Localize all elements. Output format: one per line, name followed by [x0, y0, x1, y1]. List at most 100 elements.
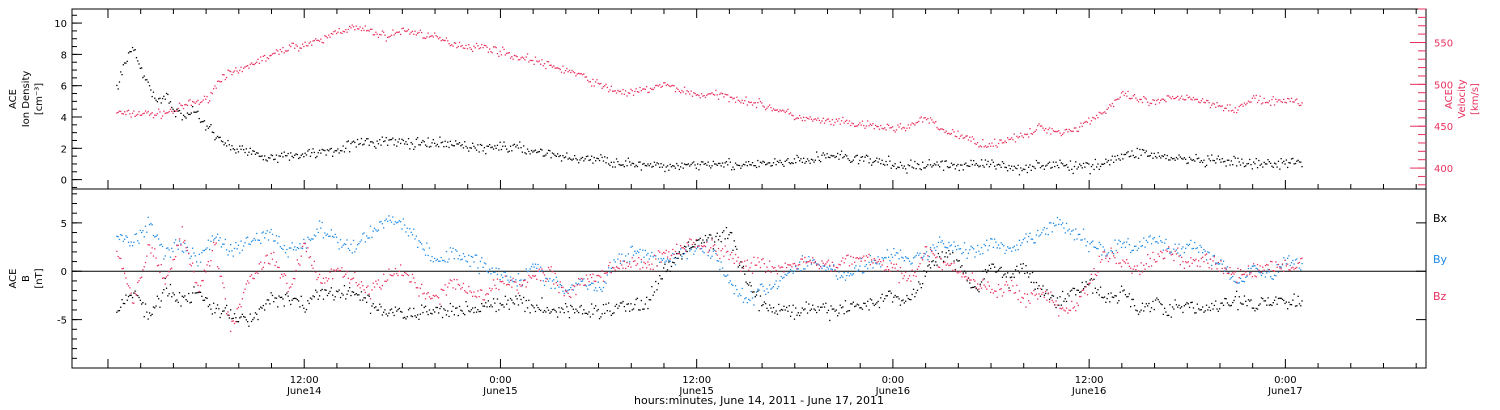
velocity-point [193, 101, 195, 103]
velocity-point [1094, 118, 1096, 120]
bz-point [524, 279, 526, 281]
velocity-point [986, 146, 988, 148]
bx-point [677, 257, 679, 259]
velocity-point [748, 101, 750, 103]
bx-point [780, 308, 782, 311]
bx-point [540, 309, 542, 312]
bz-point [1165, 249, 1167, 251]
bx-point [194, 292, 196, 294]
velocity-point [840, 120, 843, 122]
bx-point [1005, 276, 1007, 278]
velocity-point [869, 123, 871, 125]
density-point [769, 162, 771, 164]
bz-point [415, 287, 417, 289]
velocity-point [469, 47, 471, 49]
density-point [441, 141, 444, 143]
field-tick-label: 0 [61, 267, 67, 278]
bx-point [725, 227, 728, 229]
by-point [1034, 242, 1036, 244]
bz-point [240, 306, 242, 308]
density-point [659, 166, 661, 168]
bx-point [190, 301, 192, 303]
by-point [390, 221, 393, 223]
by-point [330, 229, 332, 231]
bx-point [407, 309, 410, 311]
by-point [120, 234, 122, 236]
by-point [311, 238, 313, 240]
velocity-point [1045, 128, 1047, 130]
velocity-point [1292, 101, 1294, 103]
bz-point [160, 264, 162, 266]
velocity-point [333, 31, 335, 33]
velocity-tick-label: 450 [1434, 122, 1453, 133]
bx-point [462, 312, 465, 315]
bz-point [457, 283, 459, 286]
bz-point [663, 251, 665, 254]
bx-point [973, 286, 975, 288]
by-point [1103, 249, 1106, 251]
bx-point [232, 317, 234, 319]
density-point [1094, 158, 1096, 161]
density-point [672, 165, 674, 167]
velocity-point [987, 145, 989, 148]
density-point [1126, 152, 1128, 154]
density-point [727, 164, 729, 166]
by-point [1160, 240, 1162, 242]
bz-point [401, 274, 403, 276]
bz-point [963, 276, 966, 278]
density-point [515, 146, 517, 148]
density-point [404, 143, 406, 145]
density-point [485, 153, 487, 155]
velocity-point [478, 48, 480, 50]
density-point [156, 101, 158, 103]
bx-point [530, 304, 533, 306]
bz-point [1137, 270, 1140, 272]
by-point [347, 247, 349, 250]
by-point [435, 259, 437, 262]
by-point [1280, 266, 1282, 268]
velocity-point [1160, 99, 1162, 101]
density-point [580, 157, 582, 159]
by-point [1111, 251, 1113, 253]
velocity-point [969, 136, 971, 138]
bz-point [980, 287, 983, 289]
density-point [774, 158, 776, 160]
by-point [734, 285, 737, 287]
velocity-point [199, 101, 202, 104]
by-point [461, 258, 463, 260]
density-point [237, 151, 240, 153]
density-point [733, 168, 735, 171]
velocity-point [322, 42, 325, 44]
bz-point [647, 261, 649, 263]
bz-point [258, 263, 260, 265]
velocity-point [1008, 138, 1010, 141]
by-point [1164, 242, 1166, 244]
bx-point [945, 252, 947, 254]
velocity-point [1268, 100, 1270, 102]
velocity-point [762, 105, 764, 107]
velocity-point [341, 32, 343, 34]
bz-point [929, 248, 932, 251]
velocity-point [496, 53, 499, 55]
bx-point [318, 295, 321, 297]
time-tick-date: June17 [1267, 386, 1303, 397]
density-point [873, 160, 875, 163]
bz-point [812, 257, 814, 259]
velocity-point [830, 123, 832, 126]
bz-point [156, 265, 158, 267]
by-point [957, 244, 959, 247]
bx-point [393, 314, 395, 317]
density-point [369, 141, 372, 143]
velocity-point [1213, 103, 1215, 105]
velocity-point [1047, 128, 1049, 131]
density-point [339, 150, 342, 152]
bx-point [334, 296, 336, 298]
by-point [885, 257, 887, 259]
bx-point [502, 304, 504, 306]
bx-point [1168, 314, 1170, 316]
velocity-point [838, 118, 840, 120]
bz-point [1203, 261, 1205, 263]
bx-point [396, 310, 398, 312]
velocity-point [1247, 100, 1250, 102]
bx-point [587, 313, 589, 315]
